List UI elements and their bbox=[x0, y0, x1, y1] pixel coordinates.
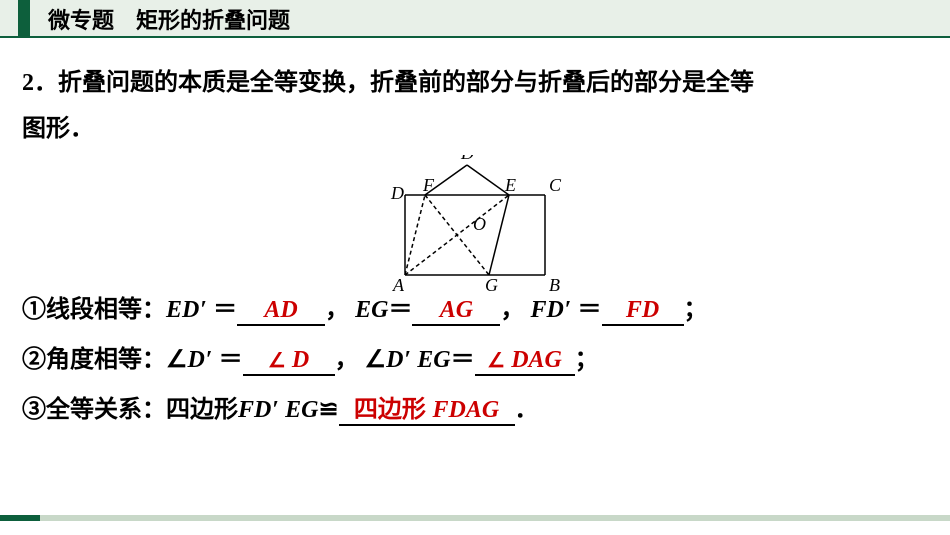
l1-prefix: ①线段相等： bbox=[22, 297, 166, 323]
l1-blank-3: FD bbox=[602, 298, 684, 326]
line-3-congruence: ③全等关系：四边形FD′ EG≌ 四边形 FDAG ． bbox=[22, 398, 928, 426]
l1-semicolon: ； bbox=[684, 297, 708, 323]
l3-ans-wrap: 四边形 FDAG bbox=[354, 397, 499, 423]
l1-blank-1: AD bbox=[237, 298, 325, 326]
l1-prime-2: ′ bbox=[565, 297, 572, 323]
l1-ans-1: AD bbox=[264, 297, 297, 323]
l2-eq-1: ＝ bbox=[219, 347, 243, 373]
l2-blank-1: ∠ D bbox=[243, 348, 335, 376]
l2-comma-1: ， bbox=[335, 347, 359, 373]
l2-a2-rhs: EG bbox=[417, 347, 450, 373]
l3-prime: ′ bbox=[272, 397, 279, 423]
para-text-1: 折叠问题的本质是全等变换，折叠前的部分与折叠后的部分是全等 bbox=[58, 70, 754, 96]
l1-eq-2: ＝ bbox=[388, 297, 412, 323]
l2-prefix: ②角度相等： bbox=[22, 347, 166, 373]
l3-quad1: FD bbox=[238, 397, 271, 423]
bottom-accent bbox=[0, 515, 40, 521]
l1-eq-3: ＝ bbox=[578, 297, 602, 323]
header-title: 微专题 矩形的折叠问题 bbox=[48, 3, 290, 35]
header-bar: 微专题 矩形的折叠问题 bbox=[0, 0, 950, 36]
l3-cong: ≌ bbox=[318, 397, 338, 423]
svg-text:A: A bbox=[392, 275, 405, 295]
svg-text:C: C bbox=[549, 175, 562, 195]
para-number: 2． bbox=[22, 70, 58, 96]
l2-angle-2: ∠ bbox=[365, 346, 387, 373]
svg-text:B: B bbox=[549, 275, 560, 295]
svg-text:D: D bbox=[390, 183, 404, 203]
l2-ans-angle-2: ∠ bbox=[487, 350, 505, 372]
l1-comma-1: ， bbox=[325, 297, 349, 323]
l2-a1-lhs: D bbox=[188, 347, 205, 373]
l2-eq-2: ＝ bbox=[451, 347, 475, 373]
bottom-bar bbox=[0, 515, 950, 521]
l1-prime-1: ′ bbox=[200, 297, 207, 323]
paragraph-line-2: 图形． bbox=[22, 106, 928, 152]
header-accent bbox=[18, 0, 30, 36]
l1-ans-3: FD bbox=[626, 297, 659, 323]
l1-seg3-lhs: FD bbox=[530, 297, 563, 323]
header-underline bbox=[0, 36, 950, 38]
l2-prime-1: ′ bbox=[206, 347, 213, 373]
line-1-segments: ①线段相等：ED′ ＝AD， EG＝AG， FD′ ＝FD； bbox=[22, 298, 928, 326]
l1-seg1-lhs: ED bbox=[166, 297, 199, 323]
l2-a2-lhs: D bbox=[386, 347, 403, 373]
l3-quad1b: EG bbox=[285, 397, 318, 423]
diagram-container: DF E C A G B D′ O bbox=[0, 155, 950, 300]
l2-ans-2-wrap: ∠ DAG bbox=[487, 347, 562, 373]
l2-semicolon: ； bbox=[575, 347, 599, 373]
geometry-diagram: DF E C A G B D′ O bbox=[385, 155, 565, 300]
line-2-angles: ②角度相等：∠D′ ＝∠ D， ∠D′ EG＝∠ DAG； bbox=[22, 348, 928, 376]
l1-ans-2: AG bbox=[440, 297, 473, 323]
l3-ans-cn: 四边形 bbox=[354, 396, 433, 423]
l1-blank-2: AG bbox=[412, 298, 500, 326]
diagram-svg: DF E C A G B D′ O bbox=[385, 155, 565, 295]
l1-eq-1: ＝ bbox=[213, 297, 237, 323]
l2-ans-1: D bbox=[292, 347, 309, 373]
l3-ans: FDAG bbox=[433, 397, 500, 423]
paragraph-line-1: 2．折叠问题的本质是全等变换，折叠前的部分与折叠后的部分是全等 bbox=[22, 60, 928, 106]
l1-comma-2: ， bbox=[500, 297, 524, 323]
svg-text:G: G bbox=[485, 275, 498, 295]
l2-ans-1-wrap: ∠ D bbox=[268, 347, 309, 373]
l2-ans-angle-1: ∠ bbox=[268, 350, 286, 372]
svg-text:F: F bbox=[422, 175, 435, 195]
svg-text:D′: D′ bbox=[460, 155, 479, 163]
l2-blank-2: ∠ DAG bbox=[475, 348, 575, 376]
l2-prime-2: ′ bbox=[404, 347, 411, 373]
l2-ans-2: DAG bbox=[511, 347, 562, 373]
l2-angle-1: ∠ bbox=[166, 346, 188, 373]
l3-blank: 四边形 FDAG bbox=[339, 398, 515, 426]
l3-period: ． bbox=[515, 397, 539, 423]
answer-lines: ①线段相等：ED′ ＝AD， EG＝AG， FD′ ＝FD； ②角度相等：∠D′… bbox=[22, 298, 928, 448]
l1-seg2-lhs: EG bbox=[355, 297, 388, 323]
svg-text:O: O bbox=[473, 214, 486, 234]
svg-text:E: E bbox=[504, 175, 516, 195]
l3-prefix: ③全等关系：四边形 bbox=[22, 397, 238, 423]
content: 2．折叠问题的本质是全等变换，折叠前的部分与折叠后的部分是全等 图形． bbox=[22, 60, 928, 152]
